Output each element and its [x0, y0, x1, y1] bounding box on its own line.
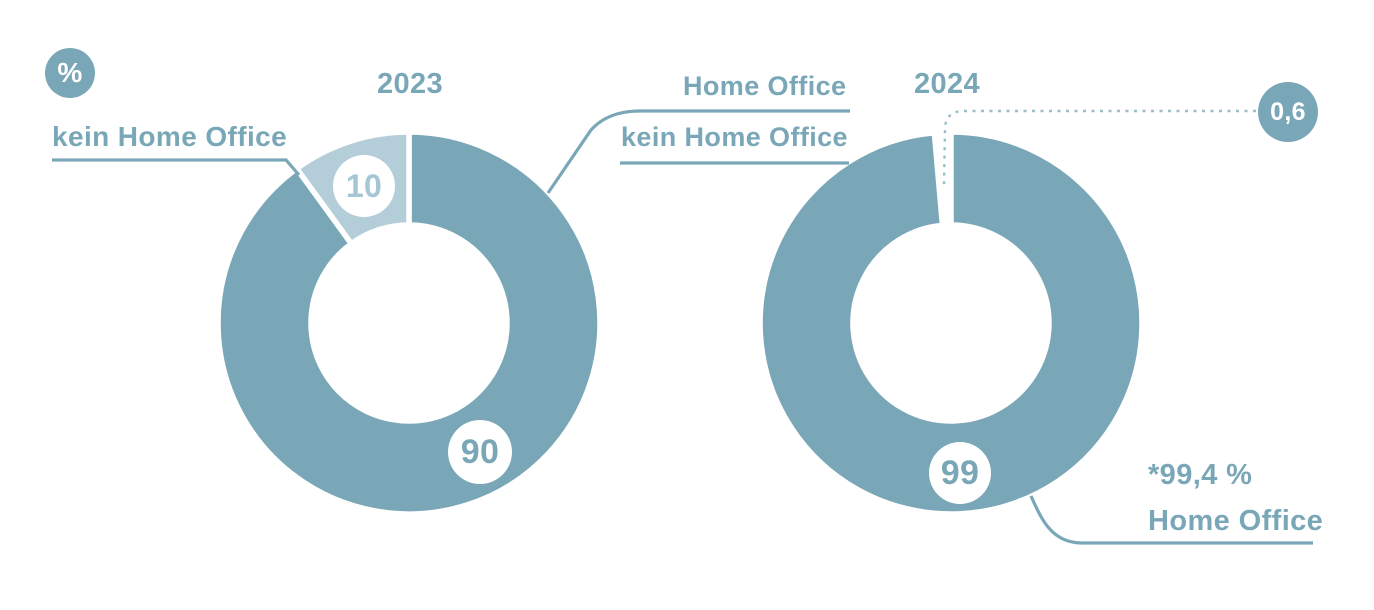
- dashed-leader-0-6: [942, 109, 1256, 187]
- mid-home-office-connector: [546, 109, 850, 194]
- badge-value-90-text: 90: [460, 433, 500, 471]
- donut-2024-slice-Home Office: [757, 129, 1145, 517]
- label-kein-home-office-2023: kein Home Office: [52, 121, 288, 152]
- badge-value-0-6-text: 0,6: [1270, 97, 1306, 126]
- donut-2023-slice-Home Office: [215, 129, 603, 517]
- badge-value-99: 99: [929, 442, 991, 504]
- badge-value-90: 90: [448, 420, 512, 484]
- label-kein-home-office-2024: kein Home Office: [621, 122, 848, 152]
- chart-title-2023: 2023: [376, 68, 444, 100]
- badge-value-10-text: 10: [345, 168, 383, 204]
- badge-value-99-text: 99: [940, 454, 980, 492]
- percent-icon: %: [57, 57, 83, 88]
- label-home-office-2024: Home Office: [1148, 505, 1324, 537]
- badge-value-0-6: 0,6: [1258, 82, 1318, 142]
- chart-title-2024: 2024: [913, 68, 981, 100]
- label-value-99-4: *99,4 %: [1148, 459, 1253, 491]
- badge-value-10: 10: [333, 155, 395, 217]
- label-home-office-2023: Home Office: [683, 71, 847, 101]
- left-kein-home-office-connector: [52, 158, 301, 177]
- percent-unit-badge: %: [45, 48, 95, 98]
- right-home-office-connector: [1029, 495, 1313, 545]
